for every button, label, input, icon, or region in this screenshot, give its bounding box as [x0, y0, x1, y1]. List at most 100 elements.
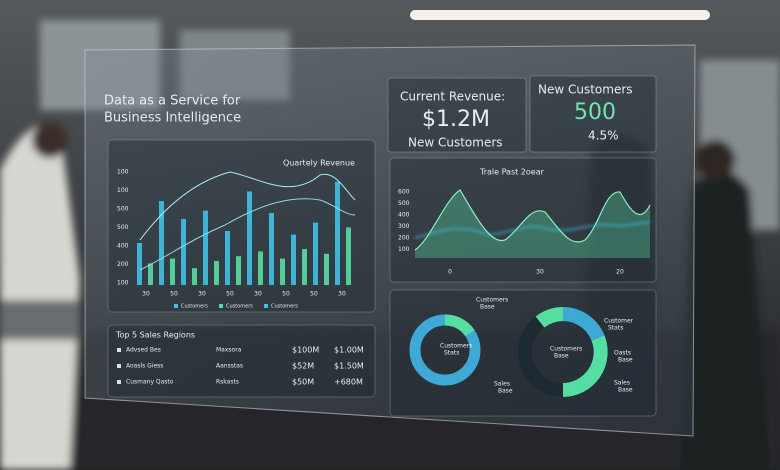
- bar-title: Quartely Revenue: [283, 159, 355, 168]
- y-tick-label: 500: [398, 200, 410, 207]
- line: [414, 221, 651, 239]
- legend-swatch: [174, 304, 178, 308]
- dashboard-panel: [84, 44, 696, 437]
- donut-label: Stats: [608, 325, 623, 332]
- legend-label: Customers: [226, 304, 253, 310]
- y-tick-label: 100: [117, 169, 129, 176]
- x-tick-label: 30: [254, 291, 262, 298]
- bar: [159, 201, 164, 285]
- bar: [214, 261, 219, 285]
- kpi-card: [387, 77, 527, 153]
- table-cell: +680M: [334, 378, 363, 387]
- donut-label: Sales: [494, 381, 510, 388]
- line-title: Trale Past 2oear: [479, 168, 545, 177]
- table-title: Top 5 Sales Regions: [115, 331, 195, 340]
- ceiling-light: [410, 10, 710, 20]
- x-tick-label: 0: [448, 269, 452, 276]
- donut-label: Oasts: [614, 350, 631, 357]
- donut-label: Base: [618, 357, 633, 364]
- bar: [269, 213, 274, 285]
- line-panel: [389, 157, 657, 283]
- table-cell: Aoasls Giess: [126, 363, 163, 370]
- bar: [148, 263, 153, 285]
- y-tick-label: 500: [117, 206, 129, 213]
- bar: [203, 210, 208, 285]
- x-tick-label: 30: [338, 291, 346, 298]
- table-cell: $100M: [292, 346, 319, 355]
- y-tick-label: 400: [398, 212, 410, 219]
- row-icon: [117, 348, 121, 352]
- table-cell: Maxsora: [216, 347, 242, 354]
- kpi-value: 500: [574, 100, 616, 125]
- table-panel: [107, 324, 376, 398]
- kpi-change: 4.5%: [588, 129, 619, 143]
- y-tick-label: 600: [398, 189, 410, 196]
- bar: [280, 258, 285, 285]
- row-icon: [117, 364, 121, 368]
- bar: [291, 234, 296, 285]
- kpi-label: Current Revenue:: [400, 90, 505, 104]
- x-tick-label: 50: [310, 291, 318, 298]
- bar: [181, 219, 186, 285]
- kpi-label: New Customers: [538, 83, 633, 97]
- donut-label: Customers: [550, 346, 582, 353]
- donut-label: Customer: [604, 318, 634, 325]
- y-tick-label: 200: [398, 235, 410, 242]
- x-tick-label: 30: [536, 269, 544, 276]
- bar: [346, 227, 351, 285]
- bar: [225, 231, 230, 285]
- row-icon: [117, 380, 121, 384]
- y-tick-label: 500: [117, 224, 129, 231]
- y-tick-label: 100: [398, 246, 410, 253]
- table-cell: Aansstas: [216, 363, 243, 370]
- trend-line: [139, 198, 356, 271]
- y-tick-label: 200: [117, 261, 129, 268]
- donut-label: Base: [618, 387, 633, 394]
- bar: [324, 253, 329, 285]
- legend-swatch: [219, 304, 223, 308]
- table-cell: Cusmany Qasto: [126, 379, 174, 386]
- y-tick-label: 300: [398, 223, 410, 230]
- legend-label: Customers: [271, 304, 298, 310]
- y-tick-label: 100: [117, 280, 129, 287]
- donut-label: Base: [480, 304, 495, 311]
- legend-swatch: [264, 304, 268, 308]
- bar: [313, 222, 318, 285]
- donut-label: Customers: [476, 297, 508, 304]
- bar: [192, 268, 197, 285]
- donuts: [409, 307, 608, 397]
- bar: [302, 249, 307, 285]
- table-cell: $52M: [292, 362, 314, 371]
- donut-label: Base: [554, 353, 569, 360]
- line: [414, 189, 651, 251]
- title: Data as a Service for: [104, 94, 241, 109]
- x-tick-label: 50: [170, 291, 178, 298]
- x-tick-label: 30: [142, 291, 150, 298]
- table-cell: $1.00M: [334, 346, 364, 355]
- table-cell: Rskasts: [216, 379, 239, 386]
- x-tick-label: 30: [198, 291, 206, 298]
- y-tick-label: 100: [117, 187, 129, 194]
- legend-label: Customers: [181, 304, 208, 310]
- donut-label: Sales: [614, 380, 630, 387]
- bar: [170, 258, 175, 285]
- kpi-caption: New Customers: [408, 136, 503, 150]
- x-tick-label: 50: [226, 291, 234, 298]
- x-tick-label: 20: [616, 269, 624, 276]
- table-cell: $1.50M: [334, 362, 364, 371]
- bar: [258, 251, 263, 285]
- table-cell: $50M: [292, 378, 314, 387]
- table-cell: Advsed Bes: [126, 347, 161, 354]
- kpi-value: $1.2M: [422, 107, 490, 132]
- title: Business Intelligence: [104, 111, 241, 126]
- kpi-card: [529, 75, 657, 153]
- bar: [137, 243, 142, 285]
- y-tick-label: 400: [117, 243, 129, 250]
- donut-label: Customers: [440, 343, 472, 350]
- x-tick-label: 50: [282, 291, 290, 298]
- donut-label: Stats: [444, 350, 459, 357]
- bar: [335, 181, 340, 285]
- donut-label: Base: [498, 388, 513, 395]
